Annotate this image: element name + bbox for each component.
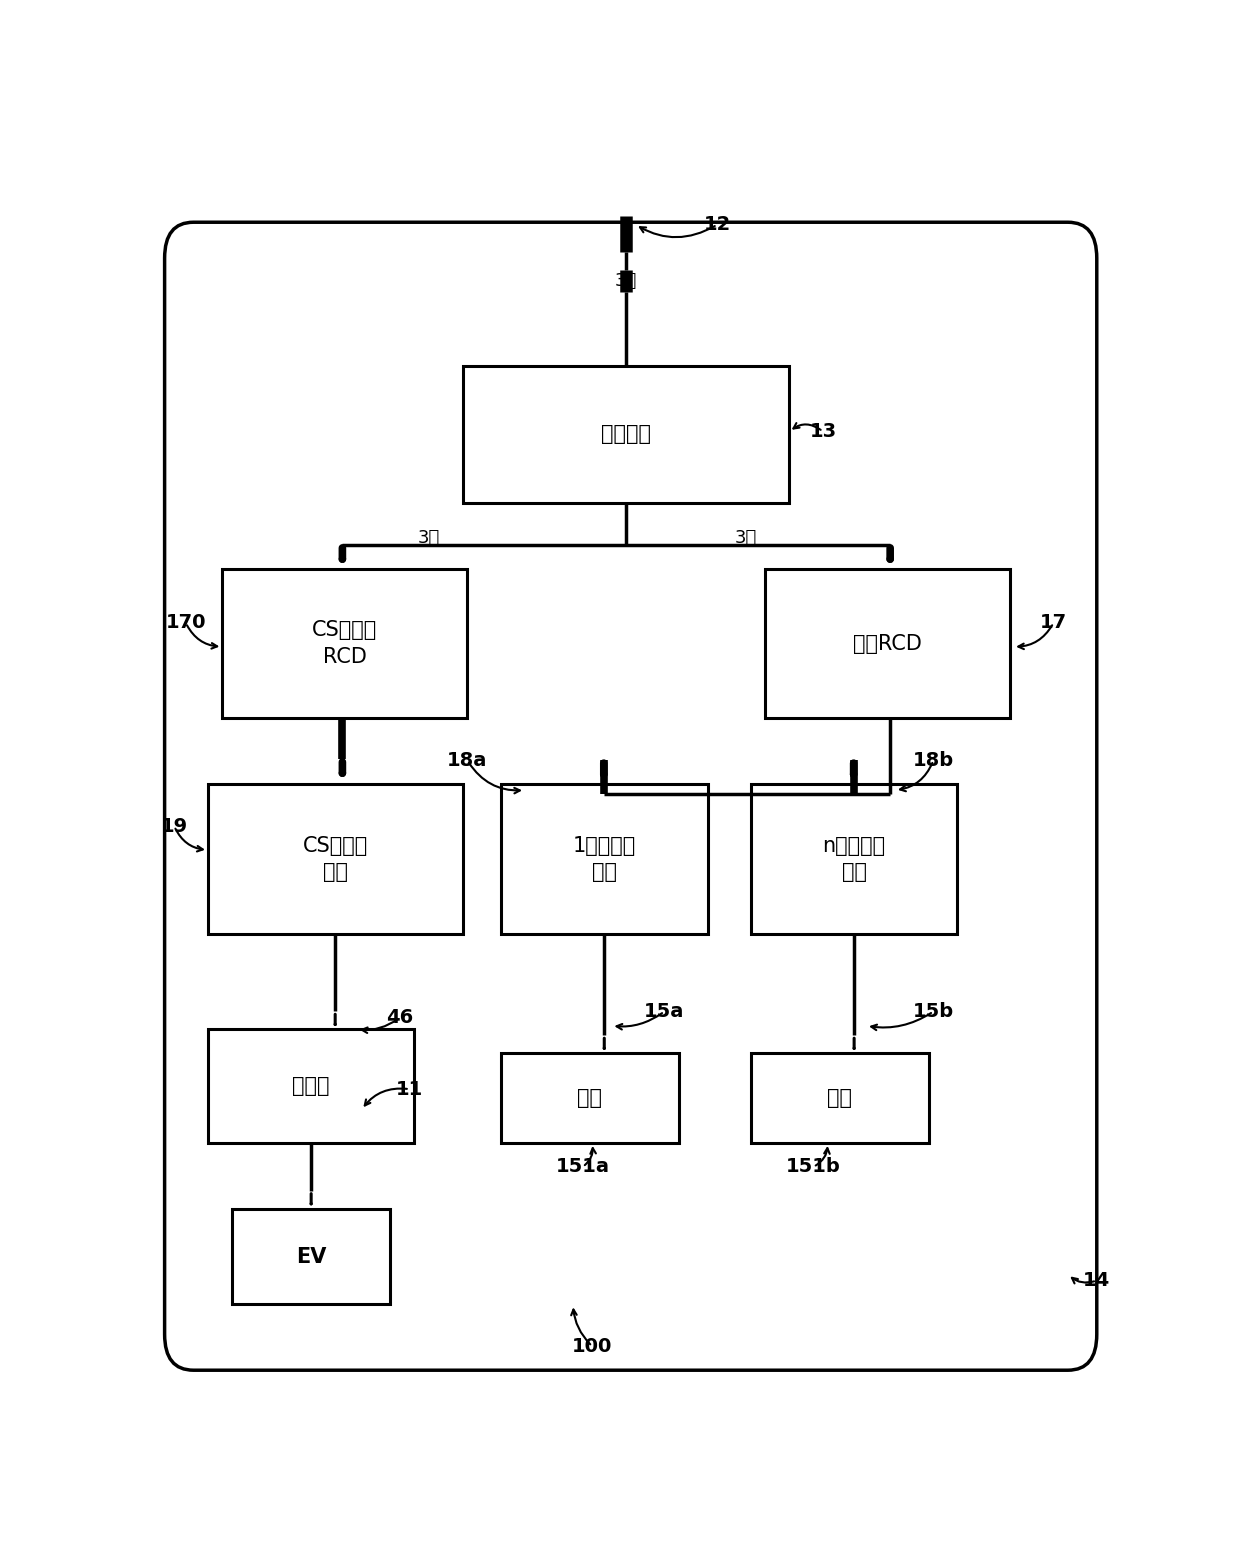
Text: 18a: 18a	[448, 750, 487, 770]
Text: 1号电路断: 1号电路断	[573, 836, 636, 856]
Text: CS电路断: CS电路断	[303, 836, 368, 856]
Text: 家用RCD: 家用RCD	[853, 634, 923, 654]
Text: 3相: 3相	[735, 530, 758, 547]
Bar	[463, 365, 789, 503]
Bar	[751, 784, 957, 933]
Text: 12: 12	[703, 216, 730, 235]
Text: 路器: 路器	[842, 862, 867, 882]
Text: 充电点: 充电点	[293, 1076, 330, 1096]
Text: 电器: 电器	[578, 1089, 603, 1109]
Text: 主断路器: 主断路器	[601, 424, 651, 444]
Text: 15a: 15a	[644, 1002, 684, 1020]
Text: 3相: 3相	[418, 530, 440, 547]
Bar	[501, 1053, 678, 1143]
Bar	[751, 1053, 929, 1143]
Text: RCD: RCD	[322, 648, 367, 668]
Text: 46: 46	[387, 1008, 414, 1027]
Bar	[208, 1030, 414, 1143]
Text: 14: 14	[1084, 1270, 1110, 1291]
Text: 路器: 路器	[591, 862, 616, 882]
FancyBboxPatch shape	[165, 222, 1096, 1370]
Bar	[222, 568, 467, 719]
Text: n号电路断: n号电路断	[822, 836, 885, 856]
Bar	[208, 784, 463, 933]
Text: 15b: 15b	[913, 1002, 954, 1020]
Bar	[765, 568, 1011, 719]
Text: 151b: 151b	[786, 1157, 841, 1177]
Text: CS电路路: CS电路路	[312, 620, 377, 640]
Text: EV: EV	[296, 1247, 326, 1267]
Text: 18b: 18b	[913, 750, 954, 770]
Text: 100: 100	[572, 1337, 613, 1356]
Text: 3相: 3相	[615, 272, 637, 290]
Text: 170: 170	[165, 613, 206, 632]
Bar	[232, 1208, 391, 1305]
Text: 11: 11	[396, 1079, 423, 1098]
Text: 151a: 151a	[556, 1157, 610, 1177]
Text: 路器: 路器	[322, 862, 347, 882]
Text: 电器: 电器	[827, 1089, 852, 1109]
Text: 13: 13	[810, 422, 837, 441]
Bar	[501, 784, 708, 933]
Text: 17: 17	[1040, 613, 1068, 632]
Text: 19: 19	[161, 817, 187, 836]
